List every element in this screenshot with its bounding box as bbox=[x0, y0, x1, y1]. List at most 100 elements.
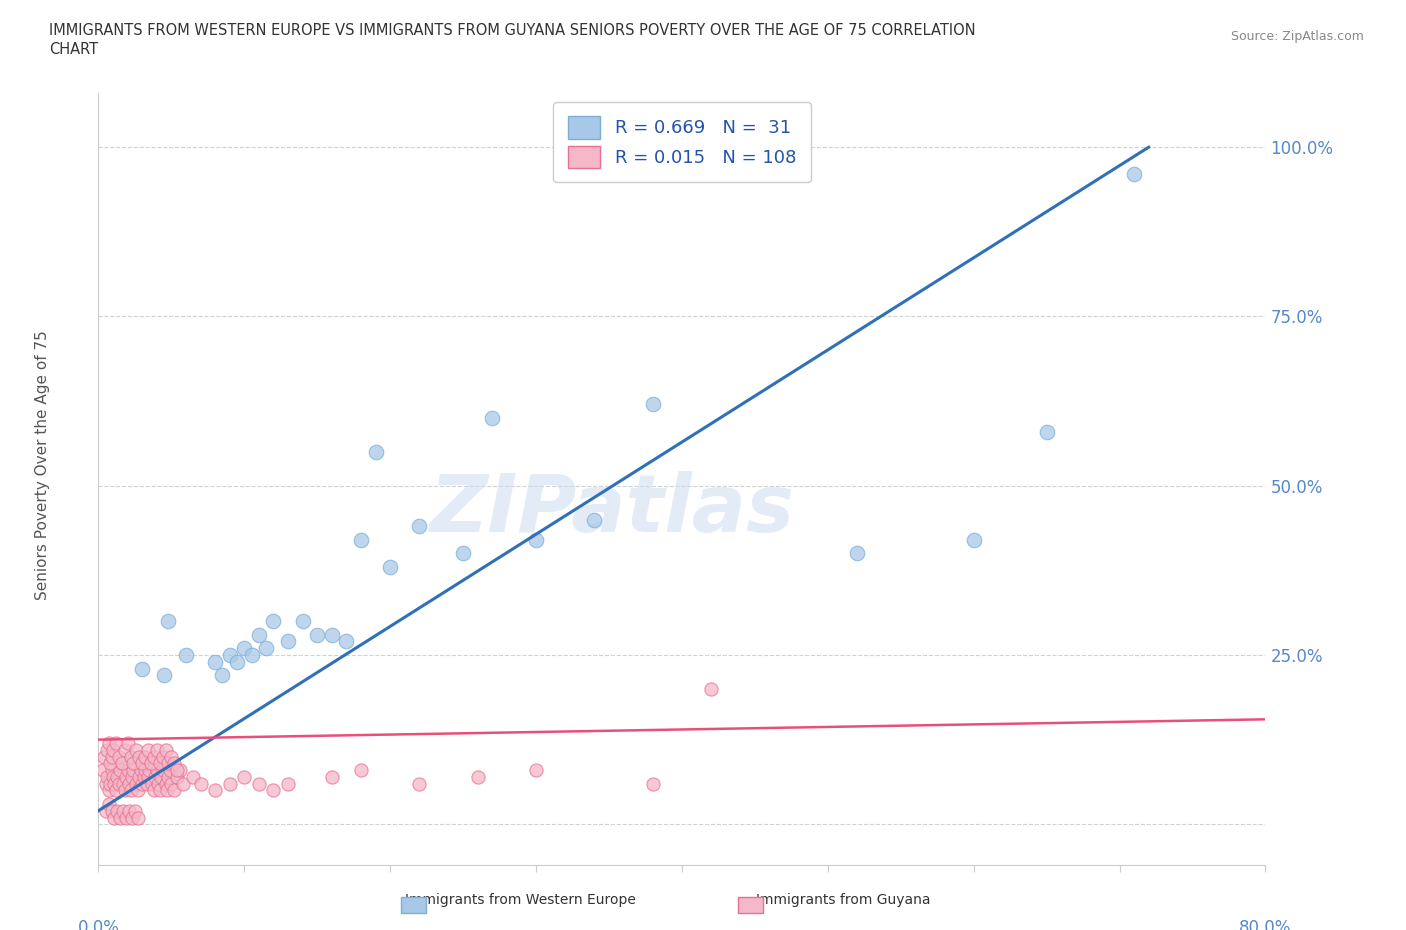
Point bbox=[112, 777, 135, 791]
Point bbox=[641, 777, 664, 791]
Point bbox=[128, 769, 150, 784]
Point bbox=[125, 742, 148, 757]
Text: Immigrants from Guyana: Immigrants from Guyana bbox=[756, 893, 931, 907]
Point bbox=[96, 742, 118, 757]
Point bbox=[122, 763, 145, 777]
Point bbox=[121, 810, 143, 825]
Point bbox=[174, 647, 197, 662]
Point bbox=[152, 763, 174, 777]
Point bbox=[1123, 166, 1146, 181]
Point bbox=[132, 769, 155, 784]
Point bbox=[127, 810, 149, 825]
Point bbox=[118, 777, 141, 791]
Point bbox=[114, 783, 136, 798]
Point bbox=[139, 756, 162, 771]
Point bbox=[105, 804, 128, 818]
Point bbox=[105, 769, 128, 784]
Point bbox=[100, 763, 122, 777]
Point bbox=[380, 560, 402, 575]
Point bbox=[112, 804, 135, 818]
Point bbox=[155, 777, 177, 791]
Point bbox=[163, 756, 186, 771]
Point bbox=[451, 546, 474, 561]
Text: Seniors Poverty Over the Age of 75: Seniors Poverty Over the Age of 75 bbox=[35, 330, 49, 600]
Point bbox=[124, 804, 146, 818]
Point bbox=[218, 647, 240, 662]
Point bbox=[700, 682, 723, 697]
Point bbox=[160, 750, 183, 764]
Point bbox=[97, 796, 120, 811]
Point bbox=[93, 750, 115, 764]
Point bbox=[152, 750, 174, 764]
Point bbox=[129, 763, 152, 777]
Legend: R = 0.669   N =  31, R = 0.015   N = 108: R = 0.669 N = 31, R = 0.015 N = 108 bbox=[554, 102, 810, 182]
Point bbox=[101, 742, 124, 757]
Point bbox=[408, 519, 430, 534]
Point bbox=[96, 769, 118, 784]
Point bbox=[156, 783, 179, 798]
Point bbox=[122, 756, 145, 771]
Point bbox=[155, 742, 177, 757]
Point bbox=[277, 777, 299, 791]
Point bbox=[321, 769, 343, 784]
Point bbox=[117, 763, 139, 777]
Point bbox=[146, 742, 169, 757]
Point bbox=[118, 804, 141, 818]
Point bbox=[148, 777, 170, 791]
Point bbox=[157, 769, 180, 784]
Point bbox=[104, 783, 127, 798]
Point bbox=[163, 783, 186, 798]
Point bbox=[115, 769, 138, 784]
Point bbox=[150, 769, 173, 784]
Point bbox=[115, 810, 138, 825]
Point bbox=[120, 783, 142, 798]
Point bbox=[134, 763, 156, 777]
Point bbox=[157, 756, 180, 771]
Point bbox=[233, 769, 256, 784]
Point bbox=[146, 763, 169, 777]
Point bbox=[108, 750, 131, 764]
Point bbox=[97, 736, 120, 751]
Text: Source: ZipAtlas.com: Source: ZipAtlas.com bbox=[1230, 30, 1364, 43]
Point bbox=[141, 777, 163, 791]
Point bbox=[149, 756, 172, 771]
Text: Immigrants from Western Europe: Immigrants from Western Europe bbox=[405, 893, 636, 907]
Point bbox=[846, 546, 869, 561]
Point bbox=[1035, 424, 1057, 439]
Point bbox=[111, 756, 134, 771]
Point bbox=[247, 627, 270, 642]
Point bbox=[142, 750, 165, 764]
Point bbox=[524, 763, 547, 777]
Point bbox=[111, 756, 134, 771]
Point bbox=[143, 769, 166, 784]
Point bbox=[153, 668, 176, 683]
Point bbox=[233, 641, 256, 656]
Point bbox=[100, 804, 122, 818]
Point bbox=[204, 783, 226, 798]
Point bbox=[97, 783, 120, 798]
Point bbox=[91, 763, 114, 777]
Point bbox=[641, 397, 664, 412]
Point bbox=[166, 769, 188, 784]
Point bbox=[467, 769, 489, 784]
Point bbox=[190, 777, 212, 791]
Point bbox=[172, 777, 194, 791]
Point bbox=[149, 783, 172, 798]
Point bbox=[136, 769, 159, 784]
Point bbox=[157, 614, 180, 629]
Point bbox=[226, 655, 249, 670]
Point bbox=[103, 777, 125, 791]
Point bbox=[262, 614, 284, 629]
Point bbox=[408, 777, 430, 791]
Point bbox=[291, 614, 314, 629]
Text: IMMIGRANTS FROM WESTERN EUROPE VS IMMIGRANTS FROM GUYANA SENIORS POVERTY OVER TH: IMMIGRANTS FROM WESTERN EUROPE VS IMMIGR… bbox=[49, 23, 976, 38]
Point bbox=[136, 742, 159, 757]
Point bbox=[962, 533, 984, 548]
Point bbox=[124, 756, 146, 771]
Point bbox=[142, 783, 165, 798]
Point bbox=[364, 445, 387, 459]
Text: CHART: CHART bbox=[49, 42, 98, 57]
Point bbox=[134, 750, 156, 764]
Point bbox=[103, 810, 125, 825]
Point bbox=[240, 647, 263, 662]
